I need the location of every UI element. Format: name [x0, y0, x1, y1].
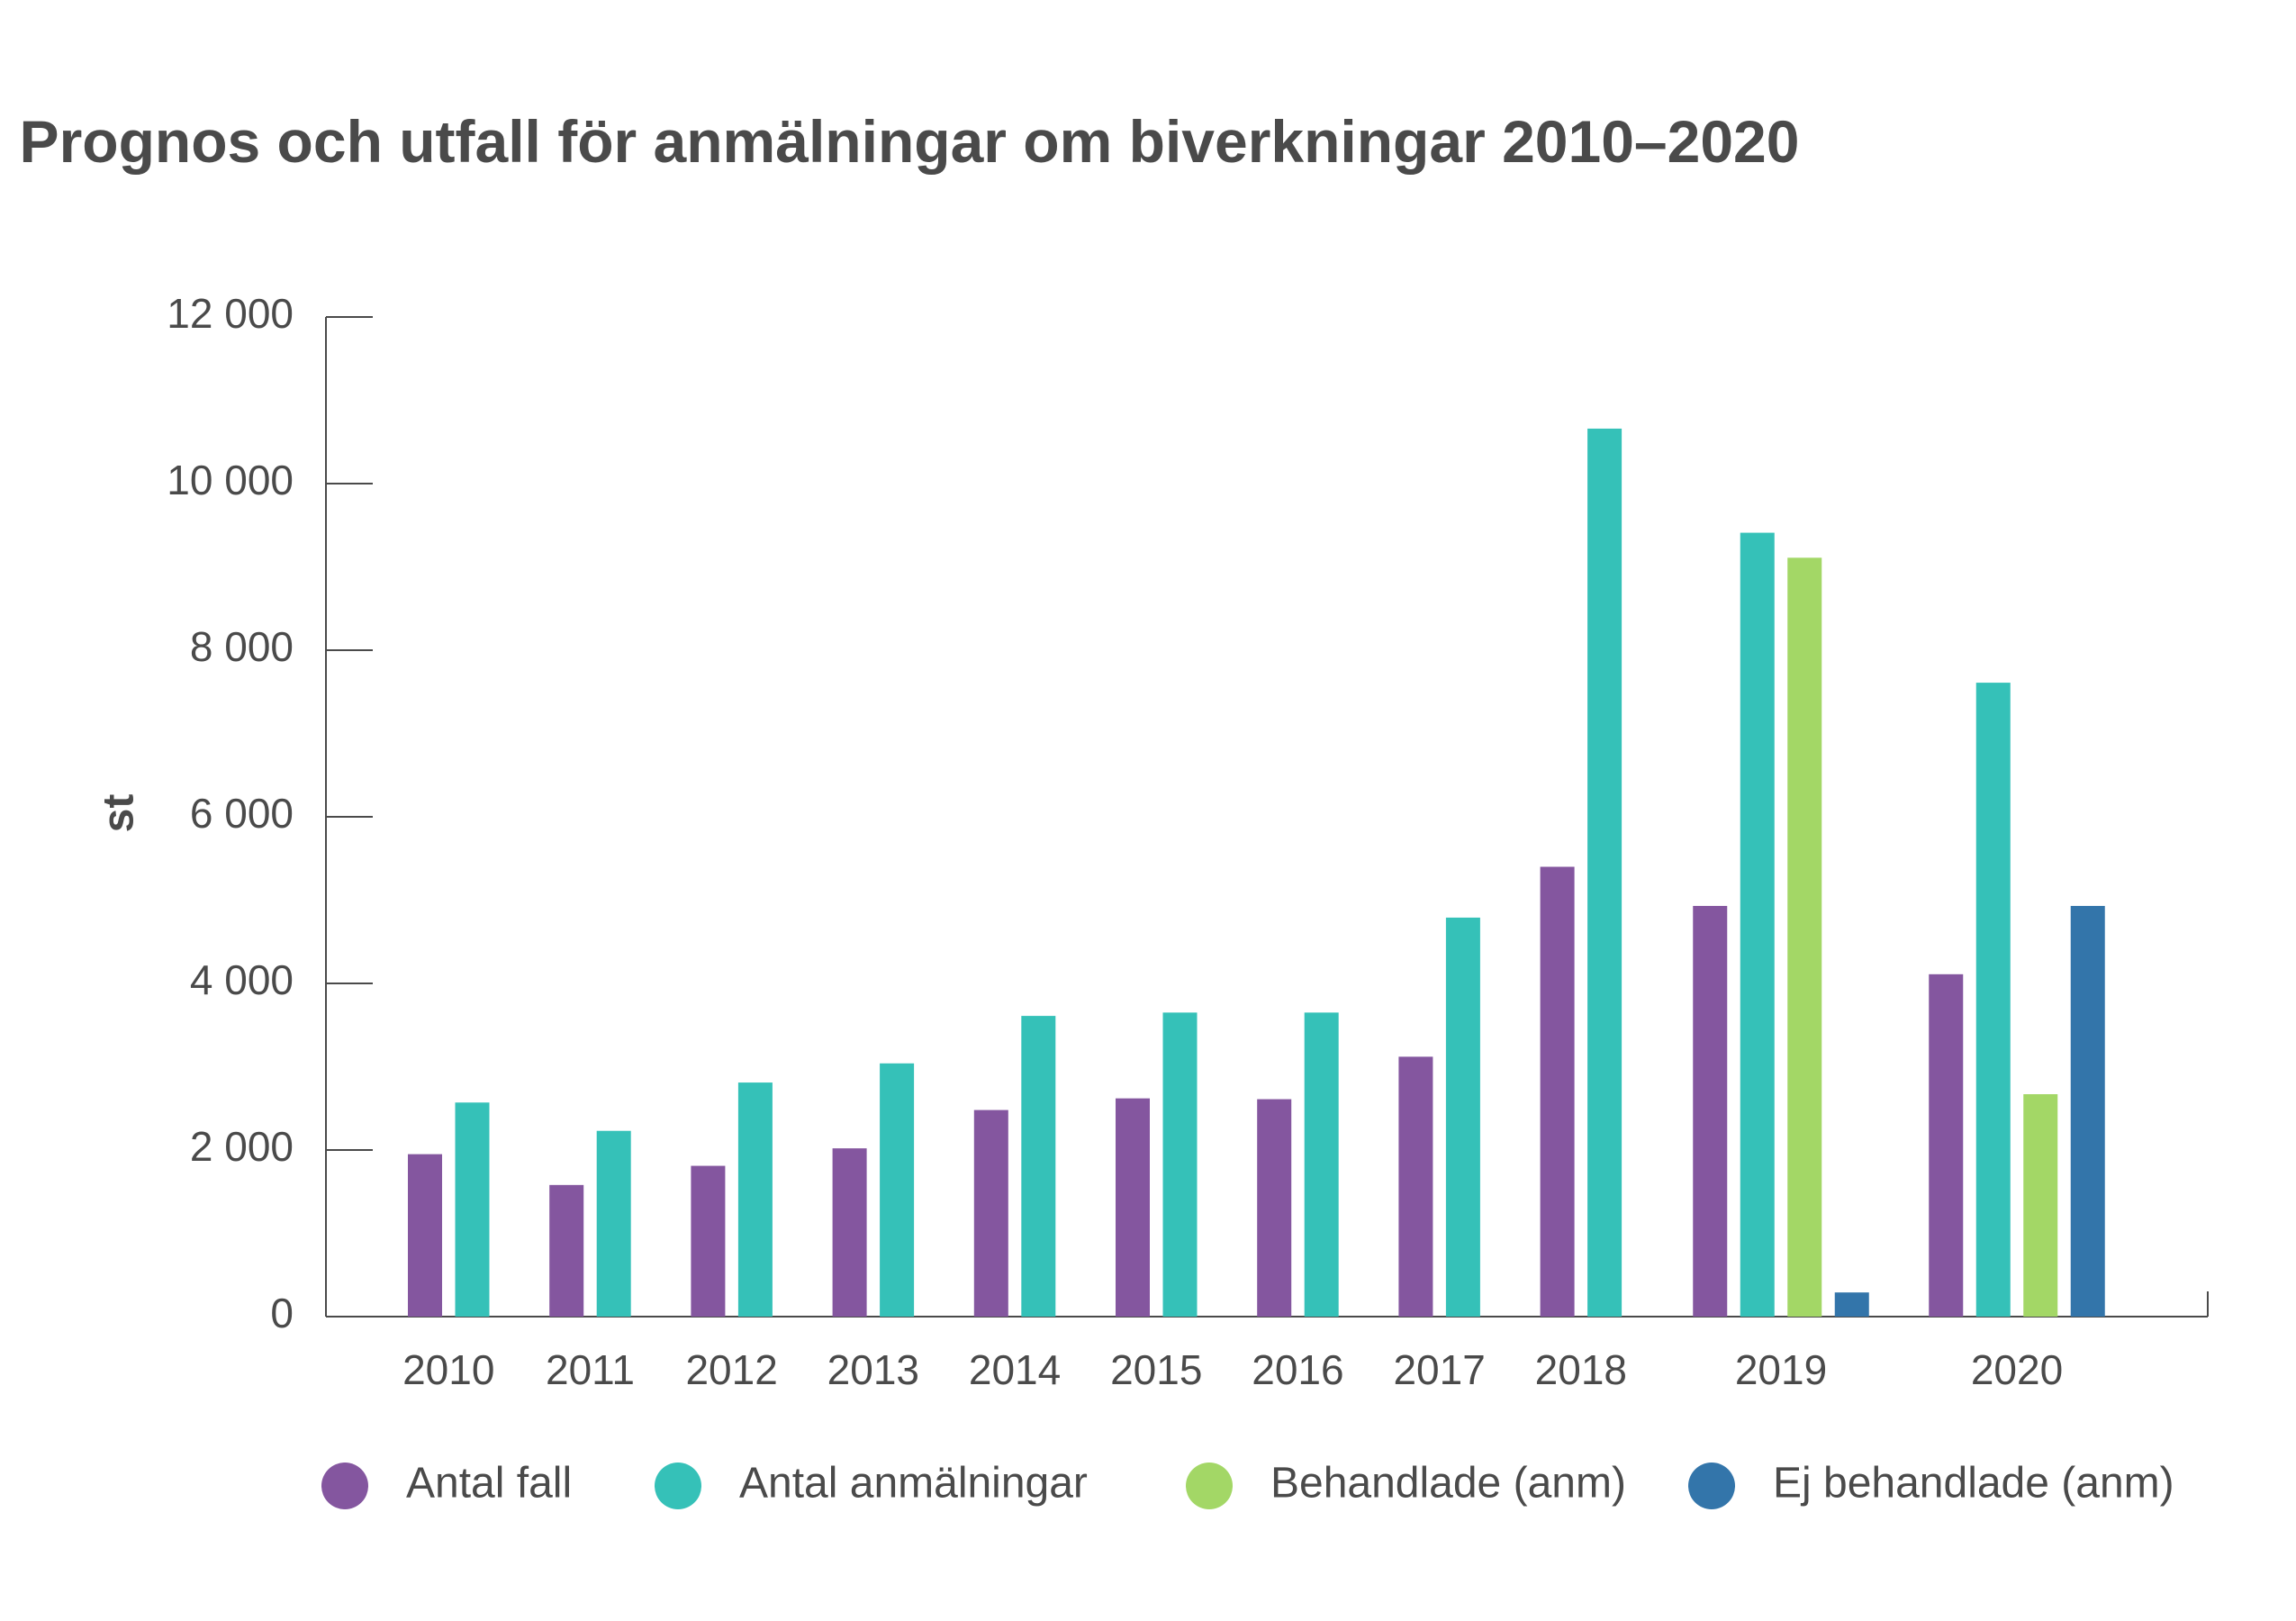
legend-marker	[321, 1463, 368, 1509]
y-tick-label: 12 000	[167, 290, 294, 337]
bar-2014-antal-anmälningar	[1021, 1016, 1056, 1317]
bar-2020-antal-fall	[1929, 974, 1964, 1317]
bar-2019-antal-fall	[1693, 905, 1728, 1317]
chart-title: Prognos och utfall för anmälningar om bi…	[20, 108, 1800, 175]
x-tick-label: 2015	[1110, 1346, 1202, 1393]
bar-2010-antal-fall	[408, 1154, 442, 1317]
x-tick-label: 2011	[546, 1346, 635, 1393]
bar-2010-antal-anmälningar	[455, 1102, 490, 1317]
legend-marker	[1186, 1463, 1233, 1509]
x-tick-label: 2010	[402, 1346, 494, 1393]
bar-2015-antal-fall	[1116, 1098, 1150, 1317]
x-tick-label: 2014	[969, 1346, 1061, 1393]
legend-label: Ej behandlade (anm)	[1773, 1460, 2174, 1508]
bar-2013-antal-anmälningar	[880, 1063, 915, 1317]
bar-2015-antal-anmälningar	[1162, 1012, 1198, 1317]
bar-2017-antal-fall	[1398, 1056, 1433, 1317]
bar-2019-antal-anmälningar	[1740, 532, 1775, 1317]
bar-2011-antal-fall	[549, 1184, 584, 1317]
bar-2020-ej-behandlade-anm-	[2070, 905, 2105, 1317]
y-tick-label: 4 000	[190, 956, 294, 1003]
x-tick-label: 2018	[1535, 1346, 1627, 1393]
legend-marker	[1688, 1463, 1735, 1509]
legend-label: Antal fall	[406, 1460, 572, 1508]
y-tick-label: 0	[270, 1290, 294, 1336]
bar-2018-antal-fall	[1540, 866, 1575, 1317]
x-tick-label: 2013	[827, 1346, 919, 1393]
x-tick-label: 2020	[1971, 1346, 2063, 1393]
legend-label: Behandlade (anm)	[1270, 1460, 1626, 1508]
legend-marker	[655, 1463, 701, 1509]
bar-2016-antal-fall	[1257, 1099, 1292, 1317]
legend-label: Antal anmälningar	[739, 1460, 1088, 1508]
bar-2012-antal-fall	[691, 1165, 726, 1317]
bar-2020-antal-anmälningar	[1975, 683, 2011, 1317]
x-axis: 2010 2011 2012 2013 2014 2015 2016 2017 2018 2019…	[326, 1291, 2209, 1393]
y-axis: 0 2 000 4 000 6 000 8 000 10 000 12 000	[167, 290, 373, 1336]
bar-2011-antal-anmälningar	[596, 1130, 631, 1317]
x-tick-label: 2012	[685, 1346, 777, 1393]
bar-2017-antal-anmälningar	[1445, 917, 1480, 1317]
bar-2020-behandlade-anm-	[2023, 1094, 2058, 1317]
bar-2019-ej-behandlade-anm-	[1834, 1292, 1869, 1317]
bar-2013-antal-fall	[832, 1148, 867, 1317]
legend: Antal fall Antal anmälningar Behandlade (a…	[321, 1460, 2174, 1509]
y-tick-label: 10 000	[167, 457, 294, 503]
x-tick-label: 2019	[1735, 1346, 1827, 1393]
y-tick-label: 2 000	[190, 1123, 294, 1170]
bar-2014-antal-fall	[973, 1109, 1008, 1317]
y-tick-label: 8 000	[190, 623, 294, 670]
bar-2012-antal-anmälningar	[737, 1082, 773, 1317]
x-tick-label: 2017	[1393, 1346, 1485, 1393]
y-axis-label: st	[95, 794, 143, 833]
x-tick-label: 2016	[1252, 1346, 1343, 1393]
bar-2018-antal-anmälningar	[1587, 428, 1623, 1317]
bar-2019-behandlade-anm-	[1787, 557, 1822, 1317]
y-tick-label: 6 000	[190, 790, 294, 837]
bar-2016-antal-anmälningar	[1304, 1012, 1339, 1317]
bars	[408, 428, 2105, 1317]
